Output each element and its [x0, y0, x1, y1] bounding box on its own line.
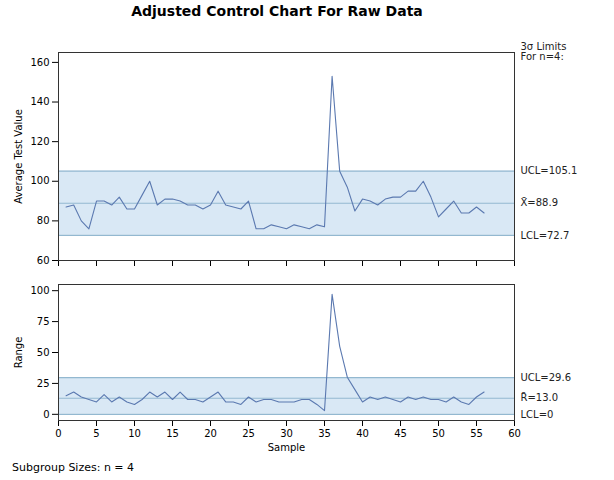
svg-text:55: 55: [470, 428, 483, 439]
svg-text:120: 120: [30, 136, 49, 147]
svg-text:100: 100: [30, 175, 49, 186]
svg-text:Average Test Value: Average Test Value: [13, 109, 24, 204]
svg-text:50: 50: [432, 428, 445, 439]
svg-text:60: 60: [508, 428, 521, 439]
svg-text:25: 25: [37, 378, 50, 389]
svg-text:5: 5: [93, 428, 99, 439]
svg-text:0: 0: [43, 409, 49, 420]
svg-text:80: 80: [37, 215, 50, 226]
svg-text:0: 0: [55, 428, 61, 439]
svg-text:3σ LimitsFor n=4:: 3σ LimitsFor n=4:: [521, 41, 567, 62]
svg-text:140: 140: [30, 96, 49, 107]
svg-text:75: 75: [37, 316, 50, 327]
svg-text:35: 35: [318, 428, 331, 439]
svg-text:40: 40: [356, 428, 369, 439]
svg-text:45: 45: [394, 428, 407, 439]
svg-text:Range: Range: [13, 337, 24, 369]
html-text:Adjusted Control Chart For Raw: Adjusted Control Chart For Raw Data: [131, 3, 423, 19]
svg-text:20: 20: [204, 428, 217, 439]
svg-text:10: 10: [128, 428, 141, 439]
svg-text:50: 50: [37, 347, 50, 358]
svg-text:UCL=29.6: UCL=29.6: [521, 372, 572, 383]
html-text:Subgroup Sizes: n = 4: Subgroup Sizes: n = 4: [12, 461, 135, 474]
svg-text:60: 60: [37, 255, 50, 266]
svg-text:160: 160: [30, 57, 49, 68]
svg-text:LCL=0: LCL=0: [521, 409, 554, 420]
svg-text:100: 100: [30, 285, 49, 296]
svg-text:Sample: Sample: [268, 442, 306, 453]
svg-text:LCL=72.7: LCL=72.7: [521, 230, 570, 241]
svg-text:UCL=105.1: UCL=105.1: [521, 165, 578, 176]
svg-text:R̄=13.0: R̄=13.0: [521, 392, 559, 404]
svg-text:25: 25: [242, 428, 255, 439]
svg-text:15: 15: [166, 428, 179, 439]
svg-text:X̄=88.9: X̄=88.9: [521, 197, 559, 209]
svg-text:30: 30: [280, 428, 293, 439]
